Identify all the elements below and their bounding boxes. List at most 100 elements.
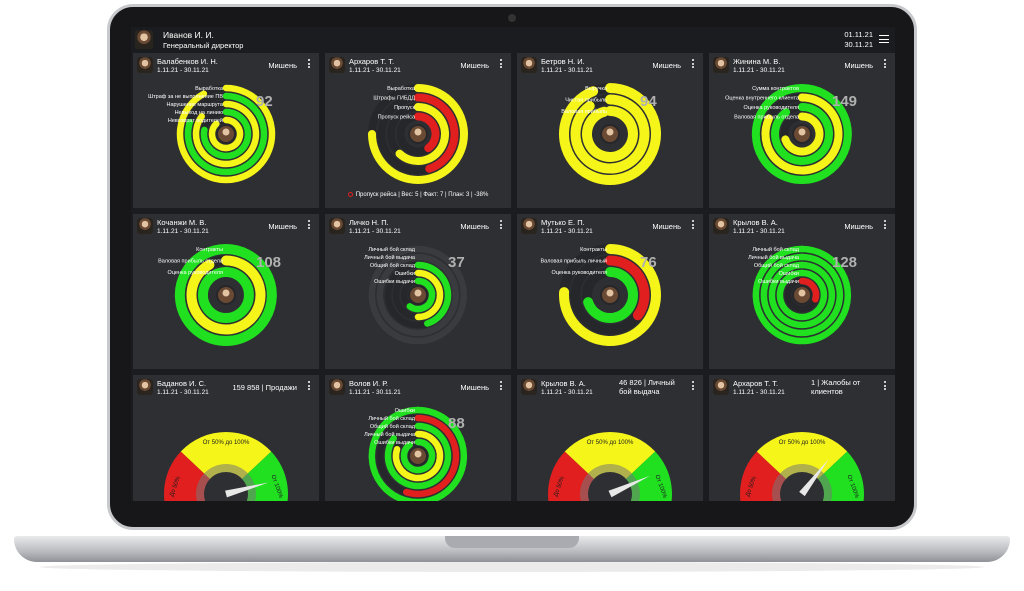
more-options-icon[interactable] (500, 381, 503, 392)
card-header: Жинина М. В. 1.11.21 - 30.11.21 Мишень (709, 53, 895, 77)
card-header: Балабенков И. Н. 1.11.21 - 30.11.21 Мишень (133, 53, 319, 77)
kpi-score: 88 (448, 415, 465, 432)
kpi-score: 149 (832, 93, 858, 110)
ring-arc[interactable] (186, 255, 266, 335)
employee-period: 1.11.21 - 30.11.21 (541, 67, 593, 74)
more-options-icon[interactable] (692, 220, 695, 231)
kpi-card[interactable]: Крылов В. А. 1.11.21 - 30.11.21 46 826 | Л… (517, 375, 703, 501)
kpi-card[interactable]: Жинина М. В. 1.11.21 - 30.11.21 Мишень Сумм… (709, 53, 895, 208)
kpi-card[interactable]: Мутько Е. П. 1.11.21 - 30.11.21 Мишень Конт… (517, 214, 703, 369)
ring-arc[interactable] (406, 277, 436, 313)
target-selector[interactable]: Мишень (460, 61, 489, 70)
employee-avatar[interactable] (713, 57, 729, 73)
gauge-needle (799, 459, 829, 497)
ring-arc[interactable] (781, 112, 824, 156)
employee-avatar[interactable] (137, 57, 153, 73)
target-selector[interactable]: Мишень (268, 222, 297, 231)
target-selector[interactable]: 1 | Жалобы от клиентов (811, 378, 861, 396)
employee-period: 1.11.21 - 30.11.21 (541, 389, 593, 396)
more-options-icon[interactable] (308, 381, 311, 392)
target-selector[interactable]: Мишень (460, 383, 489, 392)
target-selector[interactable]: Мишень (652, 61, 681, 70)
kpi-card[interactable]: Балабенков И. Н. 1.11.21 - 30.11.21 Мишень… (133, 53, 319, 208)
hamburger-menu-icon[interactable] (879, 35, 889, 43)
employee-avatar[interactable] (713, 379, 729, 395)
ring-arc[interactable] (384, 422, 452, 490)
ring-arc[interactable] (798, 277, 820, 303)
more-options-icon[interactable] (692, 381, 695, 392)
ring-arc[interactable] (184, 92, 268, 176)
ring-arc[interactable] (395, 103, 449, 165)
ring-arc[interactable] (368, 406, 468, 501)
employee-avatar[interactable] (329, 218, 345, 234)
ring-arc[interactable] (582, 106, 638, 162)
ring-arc[interactable] (414, 93, 459, 173)
employee-avatar[interactable] (329, 379, 345, 395)
kpi-score: 37 (448, 254, 465, 271)
ring-arc[interactable] (752, 245, 852, 345)
user-avatar[interactable] (135, 30, 153, 49)
ring-arc[interactable] (414, 261, 452, 327)
ring-arc[interactable] (392, 430, 444, 482)
ring-arc[interactable] (197, 267, 254, 323)
ring-arc[interactable] (570, 94, 650, 174)
employee-avatar[interactable] (137, 379, 153, 395)
employee-name: Личко Н. П. (349, 218, 389, 227)
employee-avatar[interactable] (329, 57, 345, 73)
kpi-card[interactable]: Баданов И. С. 1.11.21 - 30.11.21 159 858 |… (133, 375, 319, 501)
target-selector[interactable]: Мишень (844, 222, 873, 231)
ring-arc[interactable] (208, 116, 244, 152)
more-options-icon[interactable] (884, 59, 887, 70)
ring-arc[interactable] (760, 253, 844, 337)
kpi-card[interactable]: Архаров Т. Т. 1.11.21 - 30.11.21 1 | Жалоб… (709, 375, 895, 501)
ring-arc[interactable] (200, 108, 252, 160)
kpi-card[interactable]: Личко Н. П. 1.11.21 - 30.11.21 Мишень Личны… (325, 214, 511, 369)
target-selector[interactable]: 159 858 | Продажи (232, 383, 297, 392)
employee-avatar[interactable] (713, 218, 729, 234)
ring-arc[interactable] (376, 253, 460, 337)
ring-arc[interactable] (400, 438, 436, 474)
kpi-card[interactable]: Крылов В. А. 1.11.21 - 30.11.21 Мишень Личн… (709, 214, 895, 369)
employee-avatar[interactable] (521, 379, 537, 395)
employee-avatar[interactable] (521, 218, 537, 234)
ring-arc[interactable] (776, 269, 828, 321)
employee-avatar[interactable] (137, 218, 153, 234)
top-bar: Иванов И. И. Генеральный директор 01.11.… (131, 27, 895, 52)
ring-arc[interactable] (368, 84, 468, 184)
target-selector[interactable]: Мишень (460, 222, 489, 231)
employee-avatar[interactable] (521, 57, 537, 73)
target-selector[interactable]: 46 826 | Личный бой выдача (619, 378, 675, 396)
ring-arc[interactable] (174, 244, 277, 346)
ring-arc[interactable] (368, 245, 468, 345)
employee-period: 1.11.21 - 30.11.21 (349, 228, 401, 235)
ring-arc[interactable] (559, 244, 661, 346)
kpi-card[interactable]: Кочанжи М. В. 1.11.21 - 30.11.21 Мишень Кон… (133, 214, 319, 369)
kpi-card[interactable]: Бетров Н. И. 1.11.21 - 30.11.21 Мишень Выру… (517, 53, 703, 208)
target-selector[interactable]: Мишень (652, 222, 681, 231)
ring-arc[interactable] (751, 84, 852, 184)
kpi-card[interactable]: Архаров Т. Т. 1.11.21 - 30.11.21 Мишень Выр… (325, 53, 511, 208)
ring-arc[interactable] (192, 100, 260, 168)
ring-arc[interactable] (403, 414, 460, 498)
more-options-icon[interactable] (500, 220, 503, 231)
ring-arc[interactable] (768, 261, 836, 329)
more-options-icon[interactable] (500, 59, 503, 70)
more-options-icon[interactable] (308, 220, 311, 231)
ring-arc[interactable] (559, 83, 661, 185)
ring-arc[interactable] (605, 255, 650, 321)
ring-arc[interactable] (583, 267, 638, 323)
target-selector[interactable]: Мишень (844, 61, 873, 70)
more-options-icon[interactable] (884, 220, 887, 231)
more-options-icon[interactable] (884, 381, 887, 392)
ring-label: Ошибки (395, 408, 415, 414)
ring-arc[interactable] (414, 269, 444, 321)
ring-label: Валовая прибыль личный (540, 258, 607, 265)
ring-arc[interactable] (761, 93, 843, 175)
more-options-icon[interactable] (308, 59, 311, 70)
ring-arc[interactable] (771, 103, 833, 165)
kpi-card[interactable]: Волов И. Р. 1.11.21 - 30.11.21 Мишень Ошибк… (325, 375, 511, 501)
target-selector[interactable]: Мишень (268, 61, 297, 70)
more-options-icon[interactable] (692, 59, 695, 70)
ring-arc[interactable] (176, 84, 276, 184)
ring-arc[interactable] (414, 112, 440, 153)
